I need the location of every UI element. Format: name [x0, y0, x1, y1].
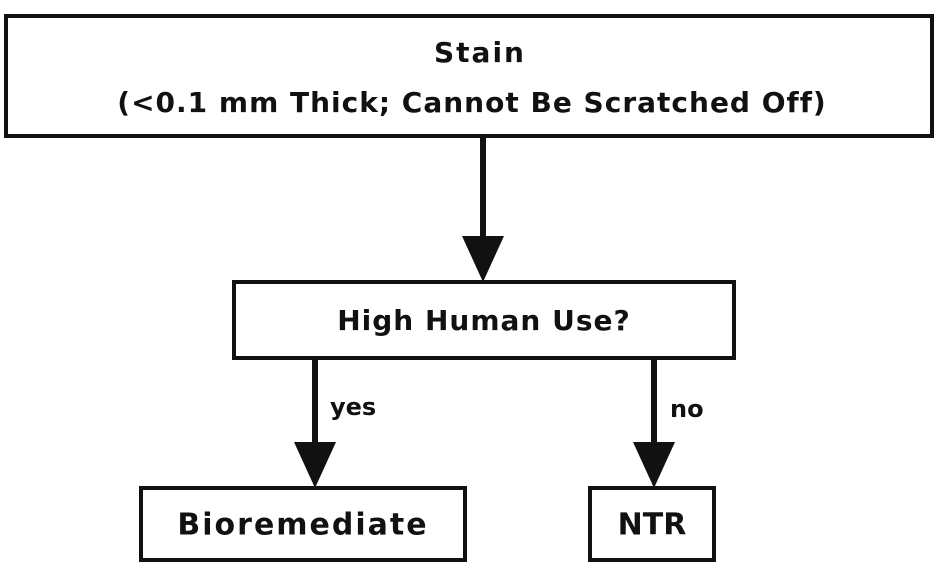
arrow-head	[294, 442, 336, 488]
edge-label: yes	[330, 393, 376, 421]
arrow-head	[633, 442, 675, 488]
decision-label: High Human Use?	[337, 304, 631, 337]
node-subtitle: (<0.1 mm Thick; Cannot Be Scratched Off)	[117, 86, 826, 119]
arrow-head	[462, 236, 504, 282]
decision-box	[232, 280, 736, 360]
outcome-box	[588, 486, 716, 562]
edge-label: no	[670, 395, 704, 423]
outcome-box	[139, 486, 467, 562]
stain-box	[4, 14, 934, 138]
outcome-label: Bioremediate	[177, 508, 428, 543]
node-title: Stain	[434, 36, 526, 69]
outcome-label: NTR	[618, 508, 687, 543]
